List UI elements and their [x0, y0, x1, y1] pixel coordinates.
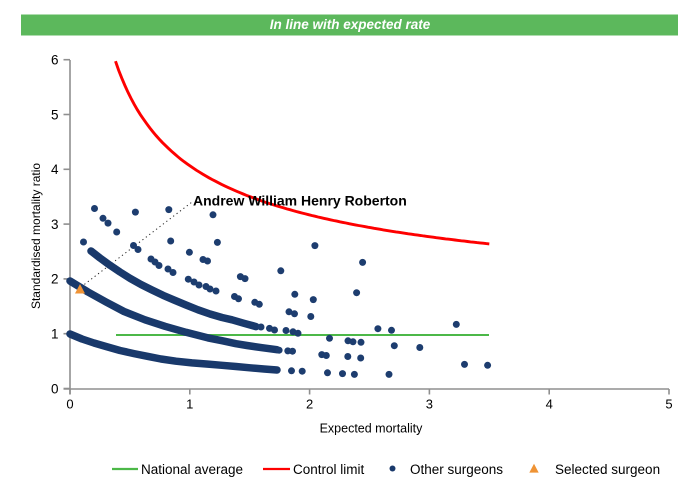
- svg-text:Standardised mortality ratio: Standardised mortality ratio: [29, 163, 43, 309]
- svg-text:4: 4: [546, 397, 553, 412]
- svg-text:Selected surgeon: Selected surgeon: [555, 462, 660, 477]
- svg-text:0: 0: [66, 397, 73, 412]
- svg-text:5: 5: [665, 397, 672, 412]
- svg-text:5: 5: [51, 107, 59, 122]
- svg-text:6: 6: [51, 53, 59, 68]
- svg-text:Expected mortality: Expected mortality: [320, 422, 424, 436]
- svg-text:4: 4: [51, 162, 59, 177]
- svg-text:3: 3: [426, 397, 433, 412]
- svg-text:3: 3: [51, 217, 59, 232]
- svg-text:1: 1: [186, 397, 193, 412]
- svg-text:Andrew William Henry Roberton: Andrew William Henry Roberton: [193, 193, 407, 209]
- svg-text:0: 0: [51, 381, 59, 396]
- svg-text:In line with expected rate: In line with expected rate: [270, 17, 431, 32]
- svg-text:2: 2: [51, 272, 59, 287]
- svg-text:1: 1: [51, 327, 59, 342]
- svg-text:Control limit: Control limit: [293, 462, 365, 477]
- svg-text:National average: National average: [141, 462, 243, 477]
- svg-text:Other surgeons: Other surgeons: [410, 462, 503, 477]
- svg-text:2: 2: [306, 397, 313, 412]
